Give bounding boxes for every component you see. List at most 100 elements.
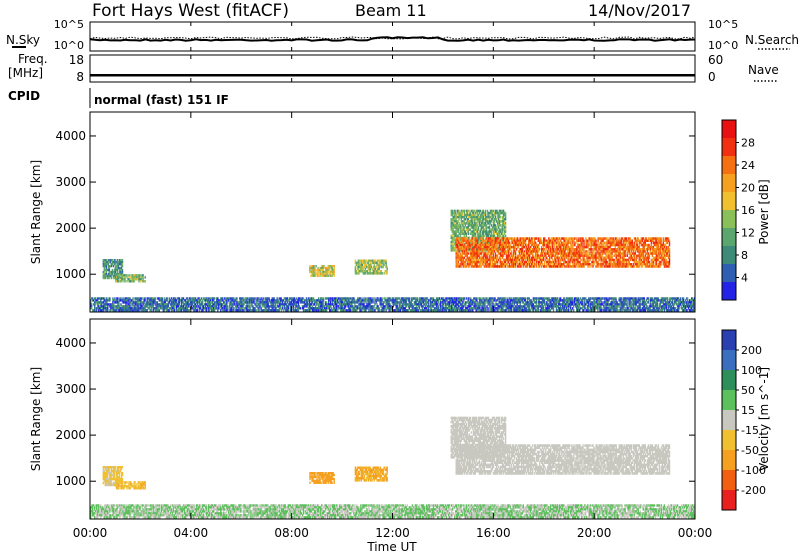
- echo-cell: [494, 260, 497, 264]
- echo-cell: [450, 209, 452, 213]
- echo-cell: [108, 274, 111, 278]
- echo-cell: [475, 239, 477, 242]
- echo-cell: [514, 250, 517, 253]
- echo-cell: [233, 309, 235, 312]
- echo-cell: [354, 272, 357, 275]
- echo-cell: [495, 209, 498, 213]
- echo-cell: [453, 224, 455, 227]
- echo-cell: [509, 260, 512, 264]
- echo-cell: [598, 256, 600, 260]
- echo-cell: [462, 222, 464, 225]
- echo-cell: [532, 263, 534, 266]
- echo-cell: [533, 241, 535, 245]
- echo-cell: [522, 241, 525, 245]
- echo-cell: [539, 241, 541, 245]
- echo-cell: [455, 254, 457, 257]
- echo-cell: [574, 265, 576, 268]
- echo-cell: [528, 248, 530, 251]
- echo-cell: [117, 278, 119, 281]
- echo-cell: [509, 245, 512, 249]
- echo-cell: [541, 254, 543, 257]
- echo-cell: [461, 213, 463, 217]
- echo-cell: [455, 263, 457, 266]
- echo-cell: [109, 259, 112, 262]
- echo-cell: [559, 252, 561, 255]
- echo-cell: [549, 250, 551, 253]
- echo-cell: [457, 265, 459, 268]
- echo-cell: [594, 256, 596, 260]
- echo-cell: [592, 265, 594, 268]
- echo-cell: [475, 265, 477, 268]
- echo-cell: [117, 272, 120, 276]
- echo-cell: [114, 268, 117, 272]
- echo-cell: [500, 260, 503, 264]
- echo-cell: [472, 213, 475, 217]
- echo-cell: [131, 276, 133, 279]
- echo-cell: [119, 268, 122, 272]
- echo-cell: [487, 265, 490, 268]
- echo-cell: [560, 250, 562, 253]
- echo-cell: [499, 224, 502, 227]
- echo-cell: [104, 272, 106, 276]
- echo-cell: [379, 270, 381, 273]
- echo-cell: [523, 252, 526, 255]
- echo-cell: [595, 245, 597, 249]
- echo-cell: [364, 263, 366, 267]
- echo-cell: [106, 276, 108, 280]
- echo-cell: [496, 250, 499, 253]
- echo-cell: [456, 209, 458, 213]
- echo-cell: [582, 248, 584, 251]
- echo-cell: [114, 272, 117, 276]
- echo-cell: [538, 265, 540, 268]
- echo-cell: [135, 278, 137, 281]
- echo-cell: [598, 237, 600, 240]
- echo-cell: [504, 230, 507, 233]
- echo-cell: [531, 265, 533, 268]
- echo-cell: [579, 256, 581, 260]
- echo-cell: [597, 256, 599, 260]
- echo-cell: [450, 218, 452, 221]
- echo-cell: [481, 226, 484, 229]
- echo-cell: [472, 226, 475, 229]
- echo-cell: [600, 254, 602, 257]
- echo-cell: [528, 250, 530, 253]
- echo-cell: [467, 213, 469, 217]
- echo-cell: [567, 258, 569, 262]
- echo-cell: [563, 248, 565, 251]
- echo-cell: [108, 261, 111, 264]
- echo-cell: [463, 230, 465, 233]
- echo-cell: [104, 261, 106, 264]
- echo-cell: [362, 261, 364, 265]
- echo-cell: [452, 230, 454, 233]
- echo-cell: [480, 256, 483, 260]
- echo-cell: [492, 241, 495, 245]
- echo-cell: [470, 237, 472, 240]
- echo-cell: [484, 241, 487, 245]
- echo-cell: [470, 232, 472, 235]
- echo-cell: [309, 270, 311, 274]
- echo-cell: [529, 263, 531, 266]
- echo-cell: [494, 254, 497, 257]
- echo-cell: [462, 263, 464, 266]
- echo-cell: [485, 239, 488, 242]
- echo-cell: [459, 226, 461, 229]
- echo-cell: [463, 239, 465, 242]
- echo-cell: [477, 209, 480, 213]
- echo-cell: [121, 270, 124, 274]
- echo-cell: [450, 222, 452, 225]
- echo-cell: [596, 243, 598, 247]
- echo-cell: [488, 260, 491, 264]
- echo-cell: [150, 309, 152, 312]
- echo-cell: [528, 243, 530, 247]
- echo-cell: [562, 263, 564, 266]
- echo-cell: [140, 278, 142, 281]
- echo-cell: [483, 222, 486, 225]
- echo-cell: [459, 232, 461, 235]
- echo-cell: [531, 250, 533, 253]
- echo-cell: [528, 254, 530, 257]
- echo-cell: [456, 222, 458, 225]
- echo-cell: [461, 258, 463, 262]
- echo-cell: [315, 272, 317, 275]
- echo-cell: [472, 236, 475, 240]
- echo-cell: [506, 256, 509, 260]
